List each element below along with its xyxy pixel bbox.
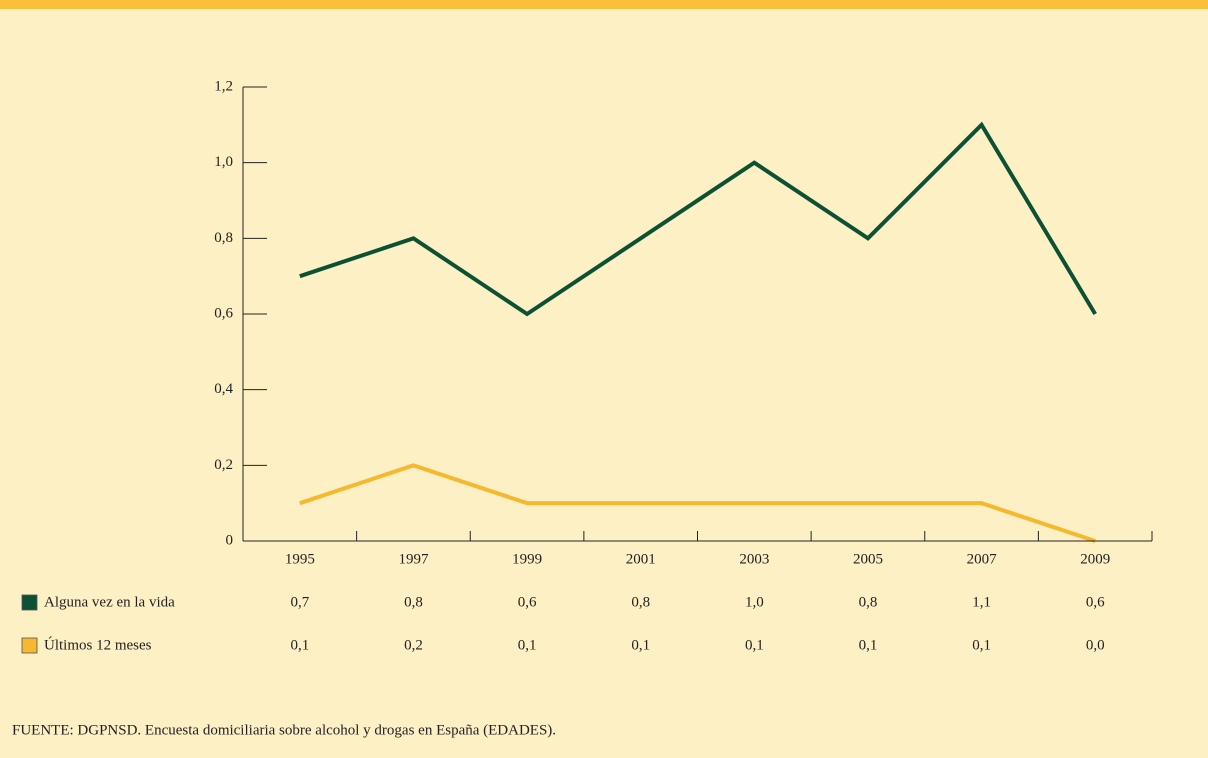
legend-label: Alguna vez en la vida [44, 594, 175, 610]
top-bar [0, 0, 1208, 9]
x-tick-label: 2001 [626, 551, 656, 567]
y-tick-label: 1,2 [214, 78, 233, 94]
table-value: 0,1 [631, 637, 650, 653]
y-tick-label: 0,2 [214, 457, 233, 473]
legend-label: Últimos 12 meses [44, 636, 152, 653]
table-value: 0,6 [518, 594, 537, 610]
y-tick-label: 0,8 [214, 230, 233, 246]
legend-swatch [21, 594, 38, 611]
table-value: 0,6 [1086, 594, 1105, 610]
y-tick-label: 1,0 [214, 154, 233, 170]
table-value: 0,1 [972, 637, 991, 653]
x-tick-label: 2003 [739, 551, 769, 567]
x-tick-label: 2007 [967, 551, 998, 567]
table-value: 0,1 [745, 637, 764, 653]
x-tick-label: 1995 [285, 551, 315, 567]
series-line [299, 463, 1096, 543]
table-value: 0,1 [290, 637, 309, 653]
source: FUENTE: DGPNSD. Encuesta domiciliaria so… [12, 722, 556, 738]
table-value: 0,1 [518, 637, 537, 653]
table-value: 1,0 [745, 594, 764, 610]
table-value: 0,2 [404, 637, 423, 653]
y-tick-label: 0,4 [214, 381, 233, 397]
series-line [299, 121, 1097, 317]
x-tick-label: 1997 [398, 551, 429, 567]
table-value: 0,1 [859, 637, 878, 653]
table-value: 1,1 [972, 594, 991, 610]
x-tick-label: 1999 [512, 551, 542, 567]
table-value: 0,8 [859, 594, 878, 610]
table-value: 0,0 [1086, 637, 1105, 653]
y-tick-label: 0,6 [214, 305, 233, 321]
y-tick-label: 0 [226, 532, 234, 548]
x-tick-label: 2009 [1080, 551, 1110, 567]
table-value: 0,7 [290, 594, 309, 610]
table-value: 0,8 [631, 594, 650, 610]
x-tick-label: 2005 [853, 551, 883, 567]
legend-swatch [21, 637, 38, 654]
table-value: 0,8 [404, 594, 423, 610]
